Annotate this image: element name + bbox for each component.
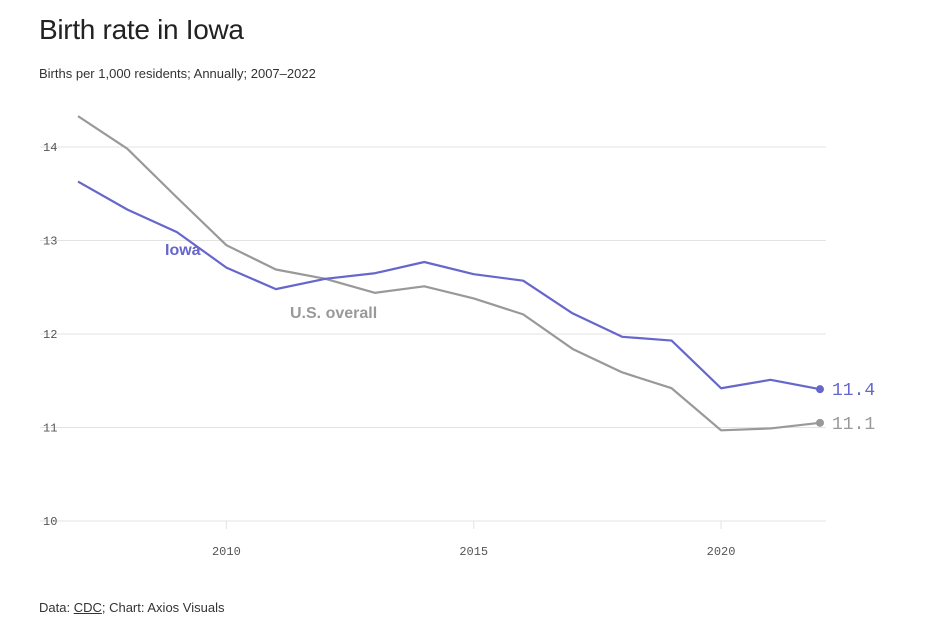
series-endpoint-iowa xyxy=(816,385,824,394)
series-line-iowa xyxy=(77,180,821,391)
series-end-label-iowa: 11.4 xyxy=(832,381,875,401)
series-line-us xyxy=(77,115,821,432)
y-tick-label-12: 12 xyxy=(43,328,57,342)
y-tick-label-11: 11 xyxy=(43,422,57,436)
y-axis-ticks: 10 11 12 13 14 xyxy=(43,141,57,529)
chart-subtitle: Births per 1,000 residents; Annually; 20… xyxy=(39,66,316,81)
series-label-iowa: Iowa xyxy=(165,242,201,259)
footer-prefix: Data: xyxy=(39,600,74,615)
gridlines xyxy=(40,146,826,522)
series-lines xyxy=(77,115,824,432)
chart-title: Birth rate in Iowa xyxy=(39,14,244,45)
y-tick-label-14: 14 xyxy=(43,141,57,155)
series-endpoint-us xyxy=(816,418,824,427)
x-tick-label-2010: 2010 xyxy=(212,545,241,559)
series-label-us: U.S. overall xyxy=(290,305,377,322)
chart-footer: Data: CDC; Chart: Axios Visuals xyxy=(39,600,224,615)
x-tick-label-2020: 2020 xyxy=(707,545,736,559)
x-tick-label-2015: 2015 xyxy=(459,545,488,559)
y-tick-label-10: 10 xyxy=(43,515,57,529)
y-tick-label-13: 13 xyxy=(43,235,57,249)
source-link[interactable]: CDC xyxy=(73,600,102,615)
series-end-label-us: 11.1 xyxy=(832,415,875,435)
series-labels: 11.1 11.4 Iowa U.S. overall xyxy=(165,242,875,435)
x-axis-ticks: 2010 2015 2020 xyxy=(212,521,735,559)
footer-suffix: ; Chart: Axios Visuals xyxy=(101,600,225,615)
